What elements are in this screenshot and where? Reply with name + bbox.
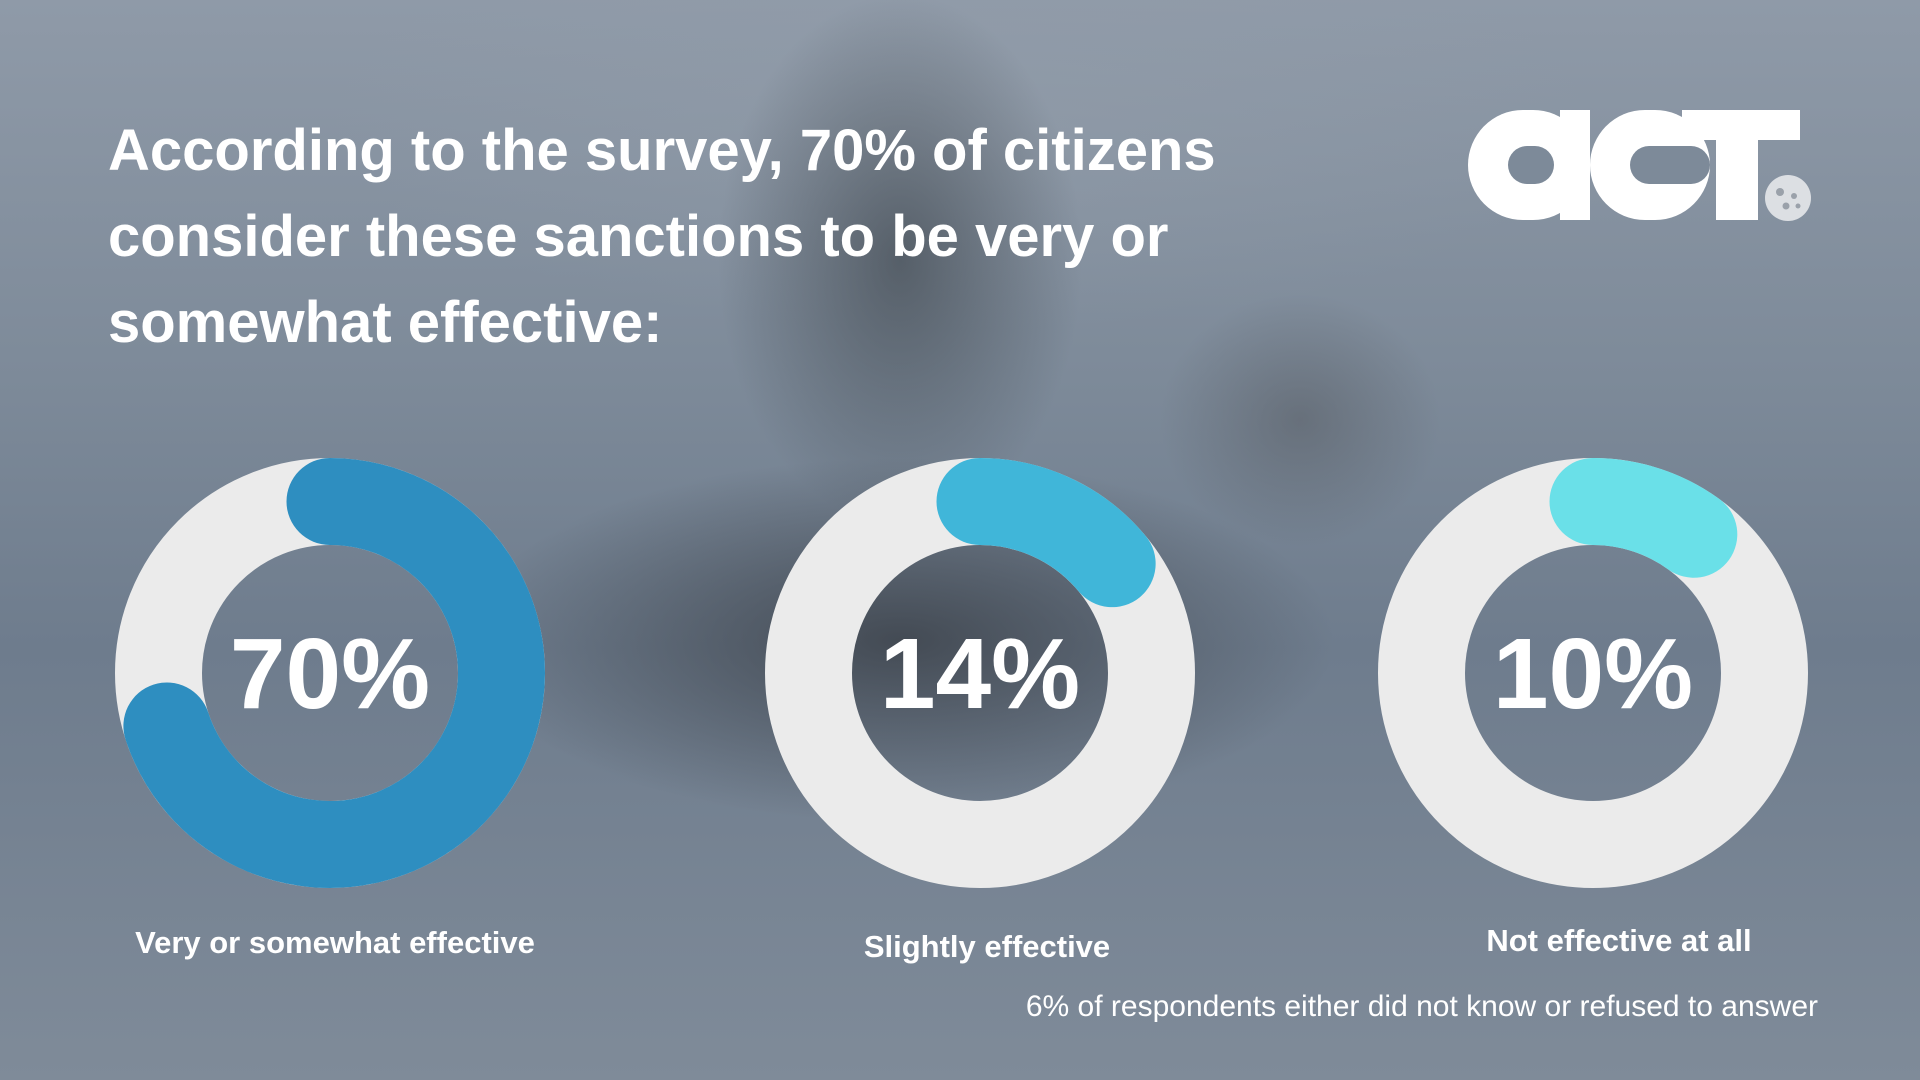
donut-value-label-slightly-effective: 14%	[880, 618, 1080, 730]
donut-value-label-very-or-somewhat-effective: 70%	[230, 618, 430, 730]
donut-value-label-not-effective-at-all: 10%	[1493, 618, 1693, 730]
donut-arc-very-or-somewhat-effective	[123, 458, 545, 888]
act-logo	[1468, 110, 1811, 221]
donut-arc-not-effective-at-all	[1549, 458, 1738, 578]
category-label-very-or-somewhat-effective: Very or somewhat effective	[135, 925, 535, 960]
footnote: 6% of respondents either did not know or…	[1025, 990, 1818, 1023]
headline: According to the survey, 70% of citizens…	[108, 118, 1216, 355]
category-label-slightly-effective: Slightly effective	[863, 929, 1111, 964]
donut-arc-slightly-effective	[936, 458, 1156, 608]
category-label-not-effective-at-all: Not effective at all	[1486, 923, 1752, 958]
